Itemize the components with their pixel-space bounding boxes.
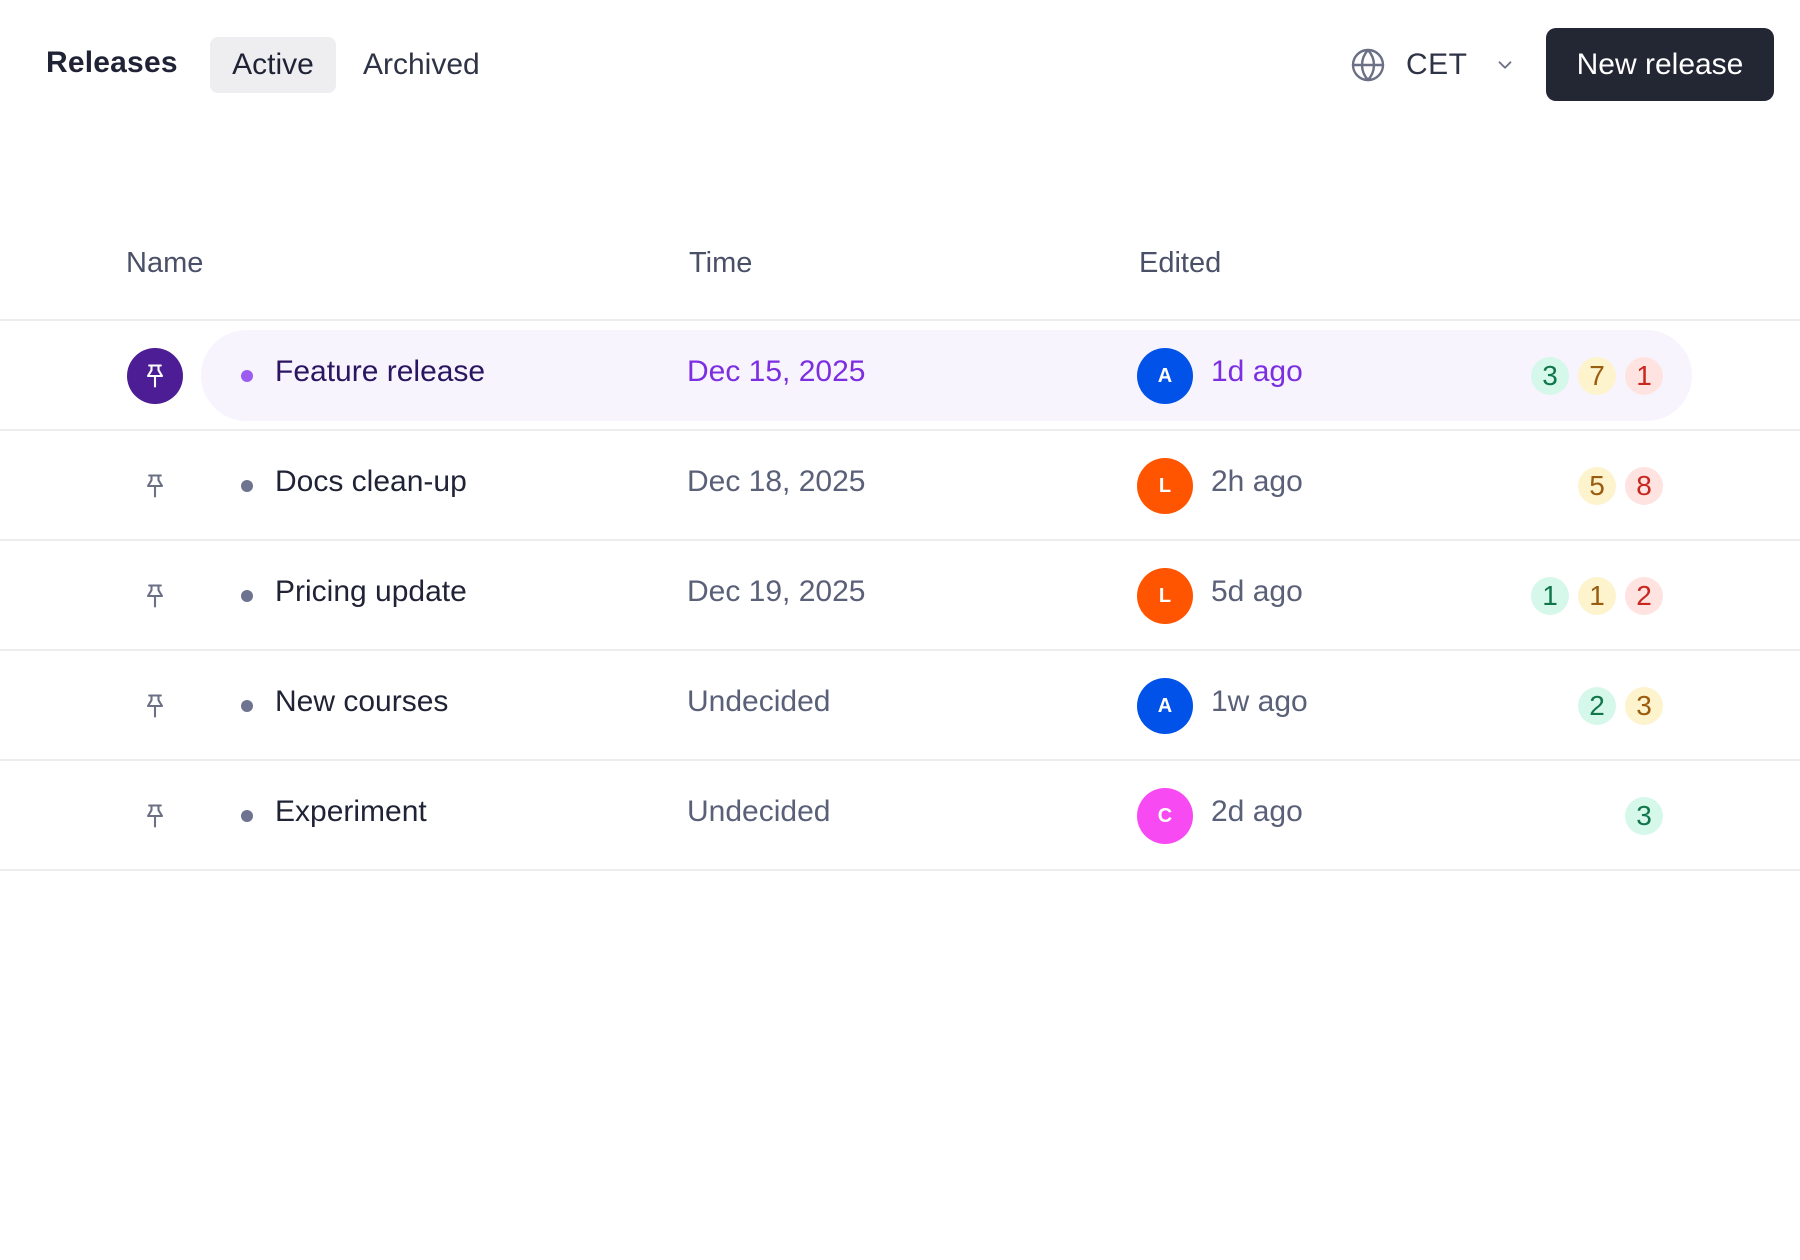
status-dot xyxy=(241,700,253,712)
new-release-button[interactable]: New release xyxy=(1546,28,1774,101)
badge-green: 1 xyxy=(1531,577,1569,615)
pin-icon xyxy=(146,474,164,498)
avatar: L xyxy=(1137,568,1193,624)
edited-time: 2h ago xyxy=(1211,465,1303,498)
badge-yellow: 5 xyxy=(1578,467,1616,505)
status-dot xyxy=(241,480,253,492)
release-time: Dec 15, 2025 xyxy=(687,355,866,388)
count-badges: 3 xyxy=(1625,797,1663,835)
pin-button[interactable] xyxy=(127,568,183,624)
top-bar: Releases Active Archived CET New release xyxy=(0,0,1800,120)
chevron-down-icon xyxy=(1498,61,1511,69)
badge-red: 8 xyxy=(1625,467,1663,505)
avatar: C xyxy=(1137,788,1193,844)
pin-icon xyxy=(146,584,164,608)
table-header: Name Time Edited xyxy=(0,220,1800,321)
pin-button[interactable] xyxy=(127,348,183,404)
pin-icon xyxy=(146,804,164,828)
column-header-time[interactable]: Time xyxy=(689,247,753,279)
badge-yellow: 1 xyxy=(1578,577,1616,615)
page-title: Releases xyxy=(46,46,178,79)
column-header-name[interactable]: Name xyxy=(126,247,204,279)
release-name[interactable]: Experiment xyxy=(275,795,427,828)
globe-icon xyxy=(1351,48,1385,82)
edited-time: 1d ago xyxy=(1211,355,1303,388)
status-dot xyxy=(241,370,253,382)
timezone-selector[interactable]: CET xyxy=(1346,36,1516,94)
timezone-value: CET xyxy=(1406,48,1468,81)
avatar: A xyxy=(1137,348,1193,404)
status-dot xyxy=(241,810,253,822)
column-header-edited[interactable]: Edited xyxy=(1139,247,1222,279)
pin-icon xyxy=(146,694,164,718)
table-row-5[interactable]: Experiment Undecided C 2d ago 3 xyxy=(0,761,1800,871)
edited-time: 2d ago xyxy=(1211,795,1303,828)
row-highlight xyxy=(201,330,1692,421)
release-name[interactable]: Pricing update xyxy=(275,575,467,608)
releases-table: Name Time Edited Feature release Dec 15,… xyxy=(0,220,1800,871)
badge-red: 2 xyxy=(1625,577,1663,615)
badge-red: 1 xyxy=(1625,357,1663,395)
release-time: Dec 18, 2025 xyxy=(687,465,866,498)
pin-button[interactable] xyxy=(127,788,183,844)
pin-icon xyxy=(146,364,164,388)
badge-yellow: 7 xyxy=(1578,357,1616,395)
tab-active[interactable]: Active xyxy=(210,37,336,93)
pin-button[interactable] xyxy=(127,678,183,734)
badge-green: 3 xyxy=(1531,357,1569,395)
edited-time: 1w ago xyxy=(1211,685,1308,718)
badge-green: 2 xyxy=(1578,687,1616,725)
status-dot xyxy=(241,590,253,602)
badge-yellow: 3 xyxy=(1625,687,1663,725)
release-name[interactable]: Docs clean-up xyxy=(275,465,467,498)
release-name[interactable]: Feature release xyxy=(275,355,486,388)
edited-time: 5d ago xyxy=(1211,575,1303,608)
release-time: Dec 19, 2025 xyxy=(687,575,866,608)
avatar: A xyxy=(1137,678,1193,734)
release-time: Undecided xyxy=(687,795,831,828)
badge-green: 3 xyxy=(1625,797,1663,835)
pin-button[interactable] xyxy=(127,458,183,514)
release-name[interactable]: New courses xyxy=(275,685,449,718)
avatar: L xyxy=(1137,458,1193,514)
release-time: Undecided xyxy=(687,685,831,718)
tab-archived[interactable]: Archived xyxy=(363,48,480,81)
